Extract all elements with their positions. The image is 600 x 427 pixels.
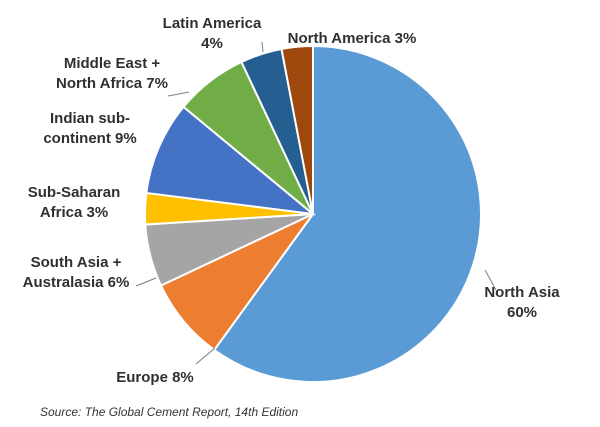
slice-labels: North Asia 60% Europe 8% South Asia + Austra… — [23, 15, 561, 386]
slice-label-line: North Africa 7% — [56, 75, 168, 92]
leader-lines — [135, 41, 497, 365]
slice-label-line: North America 3% — [288, 30, 417, 47]
slice-label-line: North Asia — [484, 284, 560, 301]
slice-label: North America 3% — [288, 30, 417, 47]
slice-label-line: 60% — [507, 304, 537, 321]
slice-label: South Asia + Australasia 6% — [23, 254, 130, 291]
slice-label-line: continent 9% — [43, 130, 136, 147]
slice-label-line: Australasia 6% — [23, 274, 130, 291]
slice-label-line: 4% — [201, 35, 223, 52]
slice-label-line: Indian sub- — [50, 110, 130, 127]
leader-line — [135, 277, 157, 287]
leader-line — [167, 91, 190, 97]
source-note: Source: The Global Cement Report, 14th E… — [40, 405, 299, 419]
slice-label: North Asia 60% — [484, 284, 560, 321]
slice-label-line: Africa 3% — [40, 204, 108, 221]
leader-line — [484, 269, 497, 291]
slice-label: Middle East + North Africa 7% — [56, 55, 168, 92]
slice-label: Sub-Saharan Africa 3% — [28, 184, 121, 221]
slice-label-line: Europe 8% — [116, 369, 194, 386]
pie-slice-north-asia — [212, 44, 482, 383]
leader-line — [195, 347, 216, 365]
slice-label: Indian sub-continent 9% — [43, 110, 136, 147]
slice-label: Latin America 4% — [163, 15, 262, 52]
slice-label-line: Middle East + — [64, 55, 161, 72]
slice-label-line: Sub-Saharan — [28, 184, 121, 201]
leader-line — [261, 41, 264, 53]
pie-slice-indian-sub-continent — [145, 105, 317, 216]
pie-slices — [144, 44, 482, 383]
pie-slice-north-america — [280, 44, 314, 215]
slice-label-line: South Asia + — [31, 254, 122, 271]
slice-label-line: Latin America — [163, 15, 262, 32]
slice-label: Europe 8% — [116, 369, 194, 386]
